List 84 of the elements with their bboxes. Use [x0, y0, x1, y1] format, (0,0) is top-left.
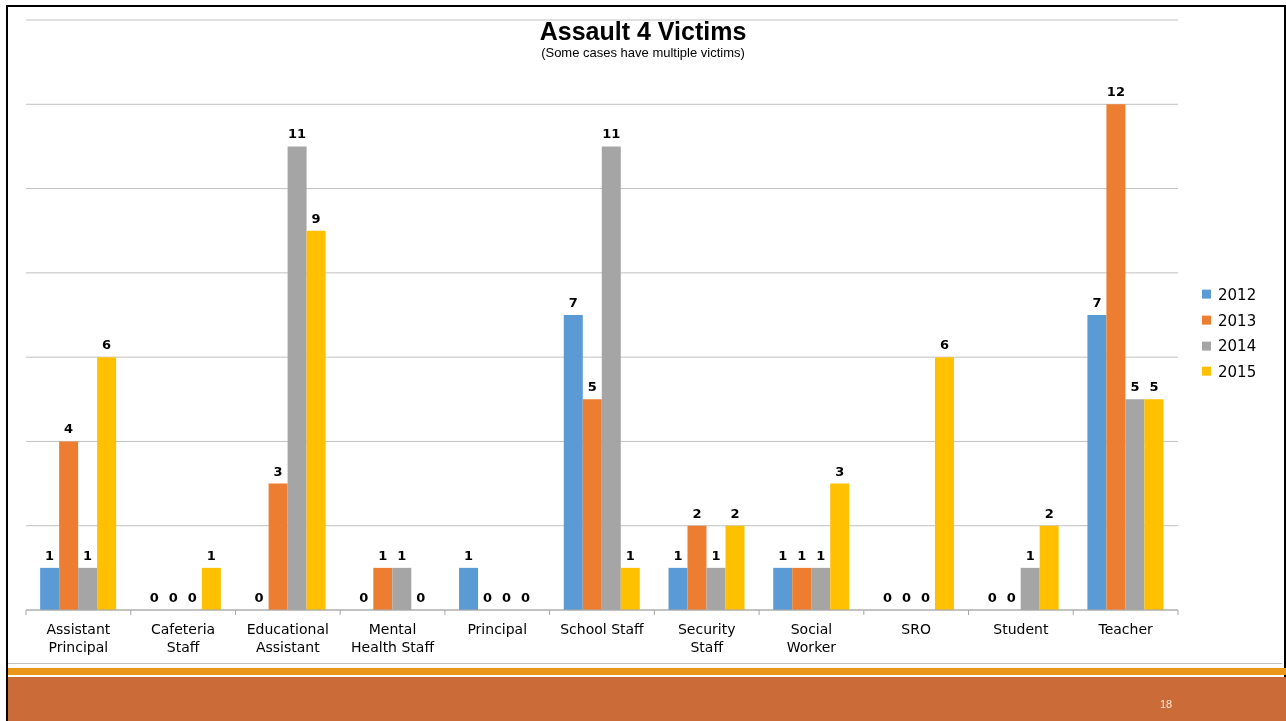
data-label: 1 — [625, 547, 635, 563]
data-label: 5 — [587, 379, 597, 395]
data-label: 0 — [901, 589, 911, 605]
x-tick-label: Security Staff — [677, 620, 736, 655]
data-label: 11 — [288, 126, 307, 142]
data-label: 0 — [521, 589, 531, 605]
data-label: 7 — [1092, 295, 1102, 310]
legend-label: 2013 — [1218, 311, 1257, 330]
x-tick-label: Mental Health Staff — [351, 620, 435, 655]
bar — [725, 525, 745, 610]
data-label: 0 — [882, 589, 892, 605]
data-label: 11 — [602, 126, 621, 142]
data-label: 1 — [673, 547, 683, 563]
data-label: 0 — [359, 589, 369, 605]
legend-label: 2015 — [1218, 362, 1257, 381]
data-label: 1 — [711, 547, 721, 563]
bar — [830, 483, 850, 610]
data-label: 6 — [102, 337, 112, 353]
bar — [1144, 399, 1164, 610]
bar — [1106, 104, 1126, 610]
data-label: 5 — [1130, 379, 1140, 395]
x-tick-label: Educational Assistant — [246, 620, 329, 655]
bar — [934, 357, 954, 610]
bar — [201, 567, 221, 610]
x-tick-label: Student — [993, 620, 1049, 637]
bar — [1087, 315, 1107, 610]
x-tick-label: Principal — [467, 620, 528, 637]
x-tick-label: Assistant Principal — [46, 620, 111, 655]
bar — [773, 567, 793, 610]
data-label: 12 — [1106, 84, 1125, 100]
bar — [459, 567, 479, 610]
data-label: 0 — [187, 589, 197, 605]
text: 18 — [1158, 698, 1174, 710]
bar — [268, 483, 288, 610]
data-label: 0 — [254, 589, 264, 605]
data-label: 6 — [939, 337, 949, 353]
data-label: 2 — [692, 505, 702, 521]
data-label: 1 — [464, 547, 474, 563]
data-label: 1 — [778, 547, 788, 563]
text: (Some cases have multiple victims) — [540, 45, 746, 61]
x-tick-label: Cafeteria Staff — [150, 620, 216, 655]
data-label: 1 — [83, 547, 93, 563]
bar — [373, 567, 393, 610]
x-tick-label: School Staff — [560, 620, 645, 637]
data-label: 1 — [797, 547, 807, 563]
legend-label: 2014 — [1218, 336, 1257, 355]
bar — [582, 399, 602, 610]
data-label: 5 — [1149, 379, 1159, 395]
data-label: 1 — [1025, 547, 1035, 563]
bar — [1039, 525, 1059, 610]
bar — [97, 357, 117, 610]
x-tick-label: Social Worker — [786, 620, 837, 655]
data-label: 3 — [273, 463, 283, 479]
x-tick-label: SRO — [901, 620, 931, 637]
bar — [306, 230, 326, 610]
data-label: 1 — [378, 547, 388, 563]
bar — [40, 567, 60, 610]
data-label: 1 — [816, 547, 826, 563]
data-label: 0 — [149, 589, 159, 605]
chart-title: Assault 4 Victims — [538, 16, 748, 46]
bar — [792, 567, 812, 610]
data-label: 1 — [206, 547, 216, 563]
data-label: 2 — [730, 505, 740, 521]
data-label: 9 — [311, 210, 321, 226]
bar — [620, 567, 640, 610]
legend-label: 2012 — [1218, 285, 1257, 304]
data-label: 1 — [45, 547, 55, 563]
data-label: 2 — [1044, 505, 1054, 521]
bar — [563, 315, 583, 610]
x-tick-label: Teacher — [1097, 620, 1154, 637]
data-label: 1 — [397, 547, 407, 563]
data-label: 0 — [168, 589, 178, 605]
bar — [687, 525, 707, 610]
data-label: 0 — [920, 589, 930, 605]
data-label: 3 — [835, 463, 845, 479]
data-label: 0 — [1006, 589, 1016, 605]
data-label: 0 — [483, 589, 493, 605]
data-label: 0 — [987, 589, 997, 605]
data-label: 4 — [64, 421, 74, 437]
data-label: 0 — [416, 589, 426, 605]
bar — [59, 441, 79, 610]
bar — [668, 567, 688, 610]
data-label: 0 — [502, 589, 512, 605]
data-label: 7 — [568, 295, 578, 310]
